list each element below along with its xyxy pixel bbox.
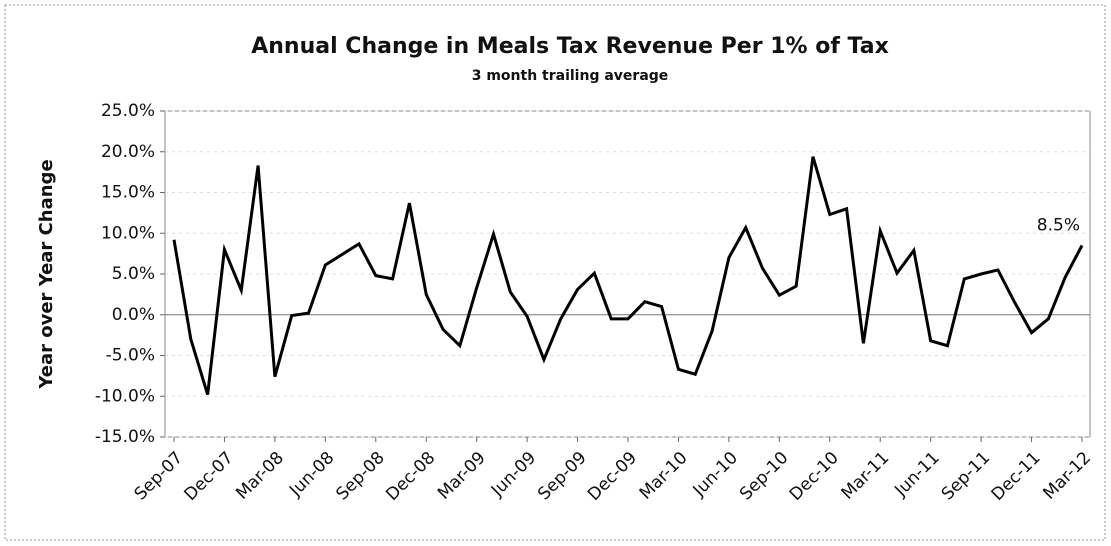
x-tick-label: Jun-09 xyxy=(487,448,540,501)
x-tick-label: Jun-08 xyxy=(285,448,338,501)
x-tick-label: Mar-11 xyxy=(838,448,894,504)
y-tick-label: -15.0% xyxy=(95,427,155,447)
y-tick-label: 20.0% xyxy=(101,142,155,162)
x-tick-label: Jun-10 xyxy=(689,448,742,501)
x-tick-label: Dec-07 xyxy=(180,448,237,505)
x-tick-label: Sep-07 xyxy=(131,448,187,504)
x-tick-label: Sep-11 xyxy=(938,448,994,504)
x-tick-label: Dec-09 xyxy=(584,448,641,505)
y-tick-label: 25.0% xyxy=(101,101,155,121)
chart-subtitle: 3 month trailing average xyxy=(472,68,669,84)
y-tick-label: 0.0% xyxy=(112,305,155,325)
y-tick-label: 5.0% xyxy=(112,264,155,284)
y-tick-label: 10.0% xyxy=(101,223,155,243)
y-axis-label: Year over Year Change xyxy=(36,159,57,389)
data-label: 8.5% xyxy=(1037,215,1080,235)
x-tick-label: Sep-10 xyxy=(736,448,792,504)
x-tick-label: Dec-10 xyxy=(786,448,843,505)
y-tick-label: -10.0% xyxy=(95,386,155,406)
x-tick-label: Mar-08 xyxy=(232,448,288,504)
chart-border xyxy=(4,4,1106,541)
x-tick-label: Dec-08 xyxy=(382,448,439,505)
x-tick-label: Sep-08 xyxy=(332,448,388,504)
x-tick-label: Dec-11 xyxy=(988,448,1045,505)
x-tick-label: Mar-09 xyxy=(434,448,490,504)
y-tick-label: 15.0% xyxy=(101,183,155,203)
x-tick-label: Sep-09 xyxy=(534,448,590,504)
x-tick-label: Mar-10 xyxy=(636,448,692,504)
data-line xyxy=(172,156,1084,396)
y-tick-label: -5.0% xyxy=(106,346,155,366)
x-tick-label: Jun-11 xyxy=(890,448,943,501)
x-tick-label: Mar-12 xyxy=(1039,448,1095,504)
chart-title: Annual Change in Meals Tax Revenue Per 1… xyxy=(251,34,889,59)
